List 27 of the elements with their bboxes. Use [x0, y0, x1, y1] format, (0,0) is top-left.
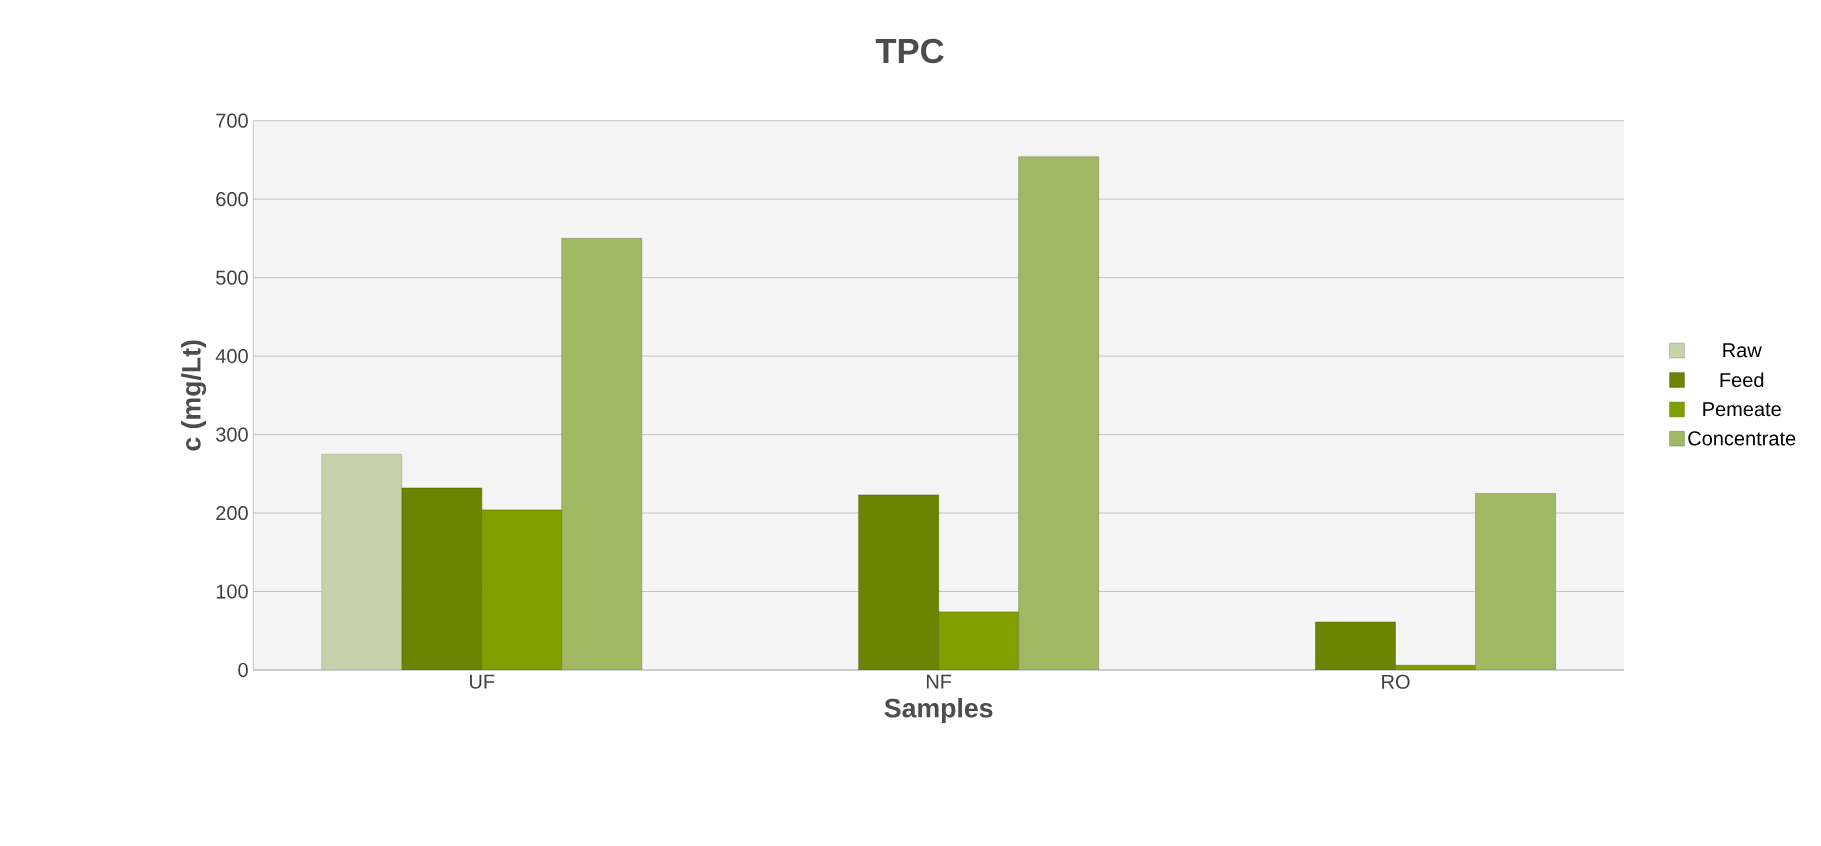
y-tick-label: 200 [216, 505, 248, 521]
y-tick-label: 100 [216, 584, 248, 599]
bar [561, 238, 643, 670]
bar [401, 487, 483, 670]
bar [321, 453, 403, 670]
bar [1018, 156, 1099, 670]
bar [1315, 621, 1396, 670]
legend-label: Pemeate [1703, 402, 1781, 417]
bar [858, 494, 939, 670]
legend-label: Raw [1723, 343, 1762, 358]
bar [938, 611, 1019, 670]
y-tick-label: 500 [216, 270, 248, 285]
y-tick-label: 0 [238, 662, 248, 678]
y-tick-label: 600 [216, 192, 248, 207]
legend-label: Feed [1720, 372, 1764, 388]
y-axis-title: c (mg/Lt) [181, 340, 207, 451]
chart-title: TPC [875, 38, 944, 64]
x-tick-label: NF [926, 674, 952, 689]
bar [1475, 493, 1556, 670]
bar [481, 509, 563, 670]
y-tick-label: 700 [216, 113, 248, 128]
y-tick-label: 400 [215, 349, 248, 364]
x-axis-title: Samples [884, 698, 993, 723]
x-tick-label: RO [1382, 674, 1410, 689]
y-tick-label: 300 [216, 427, 248, 442]
legend-label: Concentrate [1688, 431, 1796, 446]
x-tick-label: UF [470, 674, 495, 689]
